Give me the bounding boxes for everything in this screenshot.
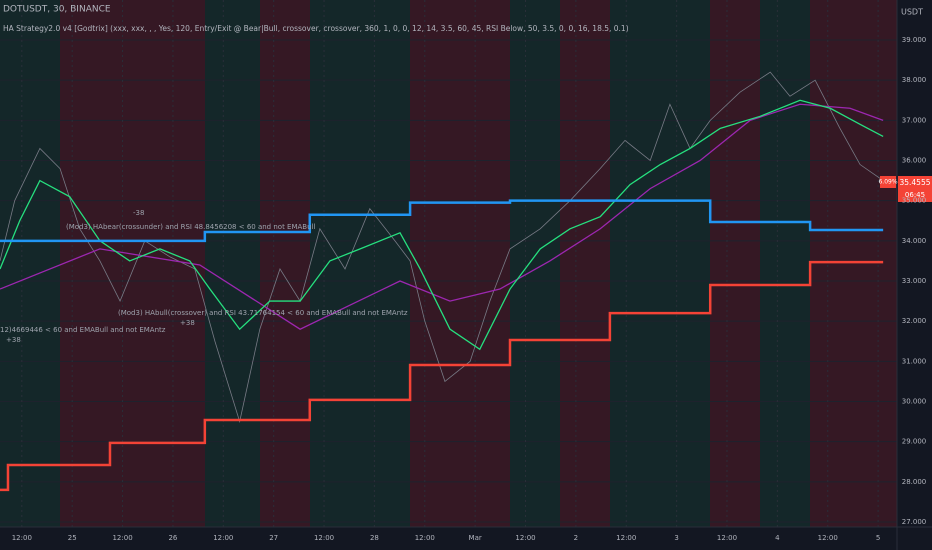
session-band: [60, 0, 205, 527]
x-tick-label: 12:00: [314, 534, 334, 542]
x-tick-label: 12:00: [717, 534, 737, 542]
y-tick-label: 37.000: [902, 116, 927, 124]
session-band: [510, 0, 560, 527]
x-tick-label: 12:00: [616, 534, 636, 542]
annotation: (Mod3) HAbear(crossunder) and RSI 48.845…: [66, 223, 315, 231]
x-tick-label: 12:00: [818, 534, 838, 542]
x-tick-label: 26: [168, 534, 177, 542]
session-band: [410, 0, 510, 527]
session-band: [810, 0, 897, 527]
annotation: +38: [6, 336, 21, 344]
y-tick-label: 31.000: [902, 357, 927, 365]
x-tick-label: 12:00: [515, 534, 535, 542]
indicator: HA Strategy2.0 v4 [Godtrix] (xxx, xxx, ,…: [3, 24, 629, 33]
series-line: [0, 103, 884, 330]
x-tick-label: 12:00: [112, 534, 132, 542]
y-tick-label: 28.000: [902, 478, 927, 486]
session-band: [610, 0, 710, 527]
y-tick-label: 34.000: [902, 237, 927, 245]
currency: USDT: [901, 8, 923, 17]
price-label: 35.4555: [899, 178, 930, 187]
series-line: [0, 99, 884, 351]
y-tick-label: 39.000: [902, 36, 927, 44]
symbol: DOTUSDT, 30, BINANCE: [3, 5, 111, 15]
session-band: [260, 0, 310, 527]
y-tick-label: 27.000: [902, 518, 927, 526]
x-tick-label: 5: [876, 534, 880, 542]
x-tick-label: 2: [574, 534, 578, 542]
x-tick-label: 25: [68, 534, 77, 542]
annotation: 12)4669446 < 60 and EMABull and not EMAn…: [0, 326, 166, 334]
x-tick-label: 27: [269, 534, 278, 542]
y-tick-label: 35.000: [902, 197, 927, 205]
x-tick-label: 12:00: [12, 534, 32, 542]
x-tick-label: 28: [370, 534, 379, 542]
y-tick-label: 36.000: [902, 157, 927, 165]
x-tick-label: 4: [775, 534, 780, 542]
x-tick-label: 12:00: [415, 534, 435, 542]
session-band: [310, 0, 410, 527]
x-tick-label: 12:00: [213, 534, 233, 542]
annotation: +38: [180, 319, 195, 327]
countdown: 06:45: [905, 191, 925, 199]
y-tick-label: 32.000: [902, 317, 927, 325]
y-tick-label: 33.000: [902, 277, 927, 285]
session-band: [710, 0, 760, 527]
y-tick-label: 30.000: [902, 398, 927, 406]
change-label: 6.09%: [878, 179, 897, 186]
annotation: -38: [133, 209, 144, 217]
series-line: [0, 260, 884, 492]
session-band: [760, 0, 810, 527]
series-line: [0, 71, 884, 424]
series-line: [0, 199, 884, 243]
session-band: [0, 0, 60, 527]
session-band: [205, 0, 260, 527]
x-tick-label: Mar: [469, 534, 482, 542]
price-tag: [898, 176, 932, 202]
change-tag: [880, 176, 896, 188]
y-tick-label: 29.000: [902, 438, 927, 446]
session-band: [560, 0, 610, 527]
annotation: (Mod3) HAbull(crossover) and RSI 43.7176…: [118, 309, 408, 317]
y-tick-label: 38.000: [902, 76, 927, 84]
x-tick-label: 3: [674, 534, 678, 542]
